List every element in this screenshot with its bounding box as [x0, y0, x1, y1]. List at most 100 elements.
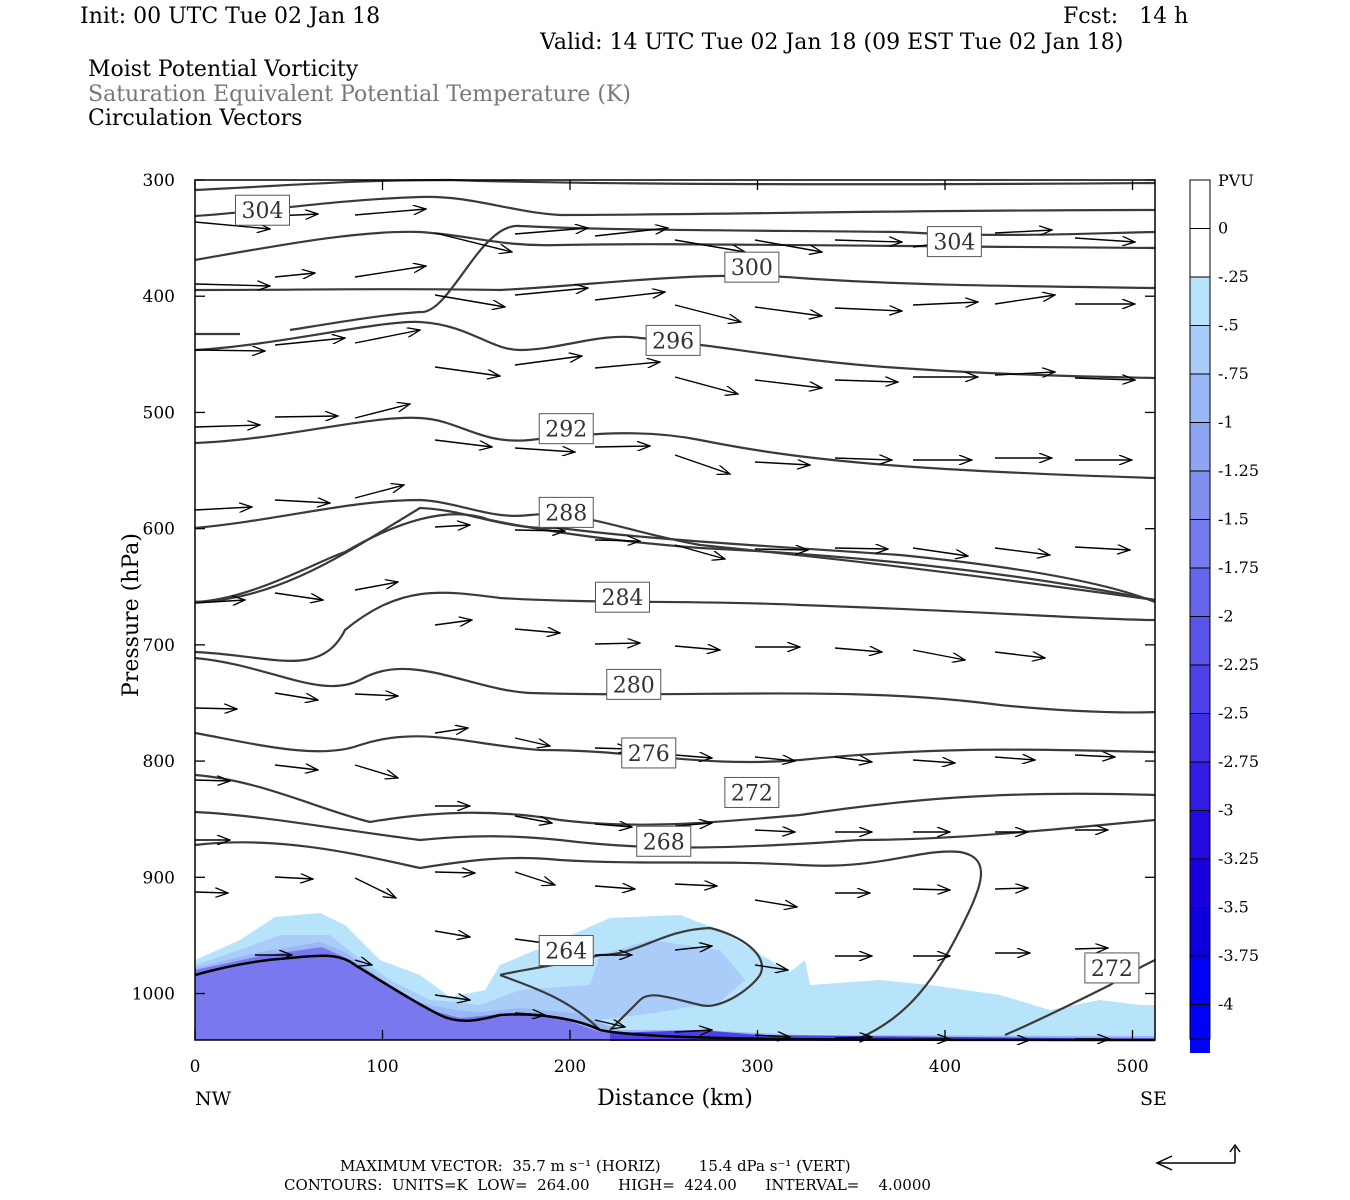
contour-label-box: [606, 668, 662, 700]
contour-label: 272: [1091, 957, 1133, 982]
circulation-vector: [274, 338, 345, 346]
colorbar-label: -1: [1218, 413, 1234, 432]
y-tick-label: 300: [143, 171, 175, 191]
circulation-vector: [594, 824, 632, 827]
colorbar-label: -.5: [1218, 316, 1239, 335]
contour-label-box: [926, 226, 982, 258]
colorbar-swatch: [1190, 1004, 1210, 1053]
circulation-vector: [354, 266, 426, 278]
y-axis-label: Pressure (hPa): [119, 533, 144, 697]
colorbar-frame: [1189, 179, 1211, 1040]
circulation-vector: [1074, 547, 1130, 550]
contour-label: 288: [545, 501, 587, 526]
circulation-vector: [754, 757, 795, 761]
circulation-vector: [912, 889, 950, 890]
contour-label: 280: [613, 673, 655, 698]
circulation-vector: [1074, 238, 1135, 242]
forecast-hour: Fcst: 14 h: [1063, 4, 1189, 29]
reference-vector: [1155, 1143, 1241, 1171]
circulation-vector: [754, 379, 822, 388]
circulation-vector: [514, 530, 565, 531]
circulation-vector: [434, 931, 470, 937]
colorbar-label: -3.5: [1218, 898, 1249, 917]
colorbar-label: -2: [1218, 607, 1234, 626]
circulation-vector: [994, 651, 1045, 658]
contour-label: 284: [602, 586, 644, 611]
circulation-vector: [754, 899, 797, 907]
y-tick-label: 900: [143, 868, 175, 888]
y-tick-label: 700: [143, 636, 175, 656]
circulation-vector: [194, 425, 260, 427]
contour-label: 300: [731, 256, 773, 281]
field-mpv: Moist Potential Vorticity: [88, 57, 359, 82]
colorbar-unit: PVU: [1218, 171, 1254, 190]
circulation-vector: [274, 500, 330, 503]
contour-label: 276: [628, 742, 670, 767]
x-endpoint-se: SE: [1140, 1088, 1167, 1110]
circulation-vector: [1074, 948, 1108, 949]
circulation-vector: [754, 462, 810, 465]
field-theta-es: Saturation Equivalent Potential Temperat…: [88, 82, 631, 107]
circulation-vector: [194, 892, 228, 893]
circulation-vector: [434, 294, 505, 307]
circulation-vector: [354, 694, 398, 696]
colorbar-swatch: [1190, 374, 1210, 423]
circulation-vector: [912, 760, 955, 763]
colorbar-swatch: [1190, 956, 1210, 1005]
contour-note: CONTOURS: UNITS=K LOW= 264.00 HIGH= 424.…: [284, 1176, 931, 1194]
circulation-vector: [594, 446, 650, 447]
circulation-vector: [274, 273, 315, 277]
circulation-vector: [354, 582, 398, 591]
x-endpoint-nw: NW: [195, 1088, 232, 1110]
contour-label-box: [636, 825, 692, 857]
colorbar-label: -.25: [1218, 267, 1249, 286]
circulation-vector: [834, 757, 872, 762]
circulation-vector: [912, 547, 968, 556]
circulation-vector: [194, 780, 230, 781]
circulation-vector: [354, 764, 398, 778]
colorbar-swatch: [1190, 907, 1210, 956]
circulation-vector: [834, 308, 902, 311]
circulation-vector: [354, 960, 372, 965]
x-tick-label: 200: [554, 1057, 586, 1077]
mpv-shading: [195, 913, 1155, 1041]
y-tick-label: 400: [143, 287, 175, 307]
circulation-vector: [594, 1020, 625, 1027]
colorbar-swatch: [1190, 616, 1210, 665]
circulation-vector: [674, 823, 712, 826]
circulation-vectors: [194, 209, 1135, 1040]
circulation-vector: [434, 232, 512, 252]
circulation-vector: [994, 295, 1055, 305]
y-tick-label: 500: [143, 403, 175, 423]
colorbar-swatch: [1190, 277, 1210, 326]
contour-label: 272: [731, 781, 773, 806]
circulation-vector: [194, 221, 270, 229]
x-axis-label: Distance (km): [597, 1086, 753, 1111]
y-tick-label: 800: [143, 752, 175, 772]
circulation-vector: [594, 228, 668, 237]
colorbar-swatch: [1190, 665, 1210, 714]
circulation-vector: [754, 306, 822, 316]
circulation-vector: [994, 372, 1055, 375]
contour-label-box: [645, 324, 701, 356]
colorbar-swatch: [1190, 180, 1210, 229]
circulation-vector: [674, 646, 720, 650]
circulation-vector: [194, 708, 237, 709]
circulation-vector: [754, 239, 822, 252]
circulation-vector: [674, 1030, 712, 1032]
circulation-vector: [274, 416, 338, 417]
circulation-vector: [594, 292, 665, 301]
circulation-vector: [754, 1035, 790, 1037]
contour-label: 296: [652, 329, 694, 354]
circulation-vector: [514, 288, 588, 296]
circulation-vector: [354, 209, 426, 216]
circulation-vector: [754, 965, 788, 970]
circulation-vector: [434, 995, 470, 1000]
circulation-vector: [354, 404, 410, 419]
contour-label-box: [595, 581, 650, 613]
circulation-vector: [994, 547, 1050, 555]
circulation-vector: [1074, 378, 1135, 380]
circulation-vector: [514, 871, 555, 885]
colorbar-label: -3: [1218, 801, 1234, 820]
colorbar-swatch: [1190, 713, 1210, 762]
